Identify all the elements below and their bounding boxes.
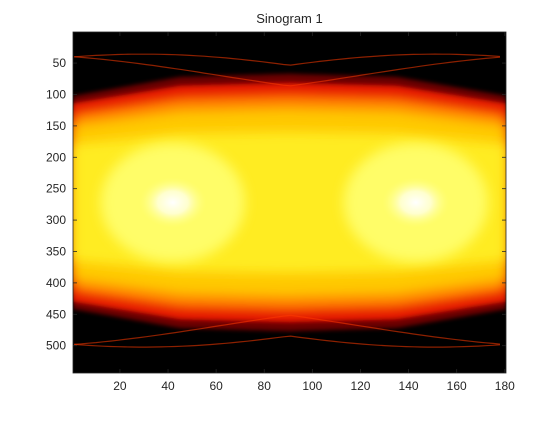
y-axis: 50 100 150 200 250 300 350 400 450 500 [46, 56, 506, 353]
x-axis: 20 40 60 80 100 120 140 160 180 [113, 32, 515, 393]
y-tick-label: 150 [46, 119, 66, 133]
x-tick-label: 140 [399, 379, 419, 393]
y-tick-label: 50 [53, 56, 67, 70]
x-tick-label: 160 [447, 379, 467, 393]
y-tick-label: 250 [46, 182, 66, 196]
sinusoid-trace [74, 335, 501, 348]
x-tick-label: 60 [209, 379, 223, 393]
bright-spot-1 [139, 177, 207, 228]
x-tick-label: 120 [350, 379, 370, 393]
y-tick-label: 500 [46, 339, 66, 353]
plot-area [73, 32, 506, 373]
sinusoid-trace [74, 314, 501, 345]
y-tick-label: 450 [46, 307, 66, 321]
bright-spot-2 [382, 177, 450, 228]
x-tick-label: 180 [495, 379, 515, 393]
sinusoid-trace [74, 56, 501, 87]
x-tick-label: 20 [113, 379, 127, 393]
x-tick-label: 40 [161, 379, 175, 393]
axes-box [72, 31, 507, 374]
y-tick-label: 300 [46, 213, 66, 227]
chart-title: Sinogram 1 [256, 11, 322, 26]
x-tick-label: 100 [302, 379, 322, 393]
y-tick-label: 200 [46, 150, 66, 164]
sinusoid-trace [74, 53, 501, 66]
x-tick-label: 80 [258, 379, 272, 393]
y-tick-label: 400 [46, 276, 66, 290]
y-tick-label: 350 [46, 244, 66, 258]
y-tick-label: 100 [46, 87, 66, 101]
